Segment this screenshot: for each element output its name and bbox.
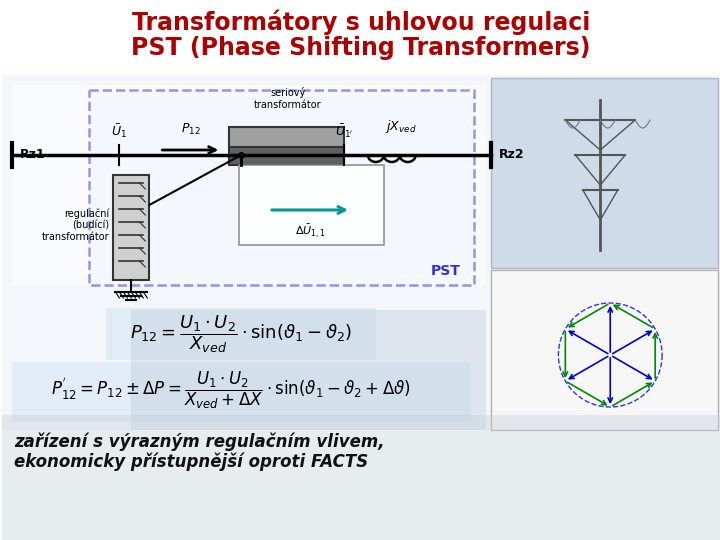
Bar [490,270,718,430]
Text: $jX_{ved}$: $jX_{ved}$ [385,118,417,135]
Text: $P_{12}$: $P_{12}$ [181,122,201,137]
Text: zařízení s výrazným regulačním vlivem,: zařízení s výrazným regulačním vlivem, [14,433,384,451]
Bar [12,85,485,285]
Bar [114,175,149,280]
Text: Transformátory s uhlovou regulaci: Transformátory s uhlovou regulaci [132,9,590,35]
Text: ekonomicky přístupnější oproti FACTS: ekonomicky přístupnější oproti FACTS [14,453,368,471]
Bar [229,127,344,149]
Text: $\Delta\bar{U}_{1,1}$: $\Delta\bar{U}_{1,1}$ [295,223,326,240]
Bar [131,310,485,430]
Text: regulační
(budící)
transformátor: regulační (budící) transformátor [42,208,109,242]
Bar [107,308,376,360]
Text: $P_{12} = \dfrac{U_1 \cdot U_2}{X_{ved}} \cdot \sin(\vartheta_1 - \vartheta_2)$: $P_{12} = \dfrac{U_1 \cdot U_2}{X_{ved}}… [130,313,352,355]
Text: $\bar{U}_1$: $\bar{U}_1$ [112,123,127,140]
Bar [12,362,471,422]
Bar [1,415,720,540]
Bar [239,165,384,245]
Bar [1,75,720,430]
Bar [229,147,344,165]
Bar [89,90,474,285]
Text: PST (Phase Shifting Transformers): PST (Phase Shifting Transformers) [131,36,590,60]
Text: seriový
transformátor: seriový transformátor [254,87,322,110]
Text: $P_{12}^{'} = P_{12} \pm \Delta P = \dfrac{U_1 \cdot U_2}{X_{ved} + \Delta X} \c: $P_{12}^{'} = P_{12} \pm \Delta P = \dfr… [51,369,411,410]
Text: PST: PST [431,264,461,278]
Text: Rz1: Rz1 [19,148,45,161]
Text: $\bar{U}_{1'}$: $\bar{U}_{1'}$ [335,123,353,140]
Text: Rz2: Rz2 [498,148,524,161]
Bar [490,78,718,268]
